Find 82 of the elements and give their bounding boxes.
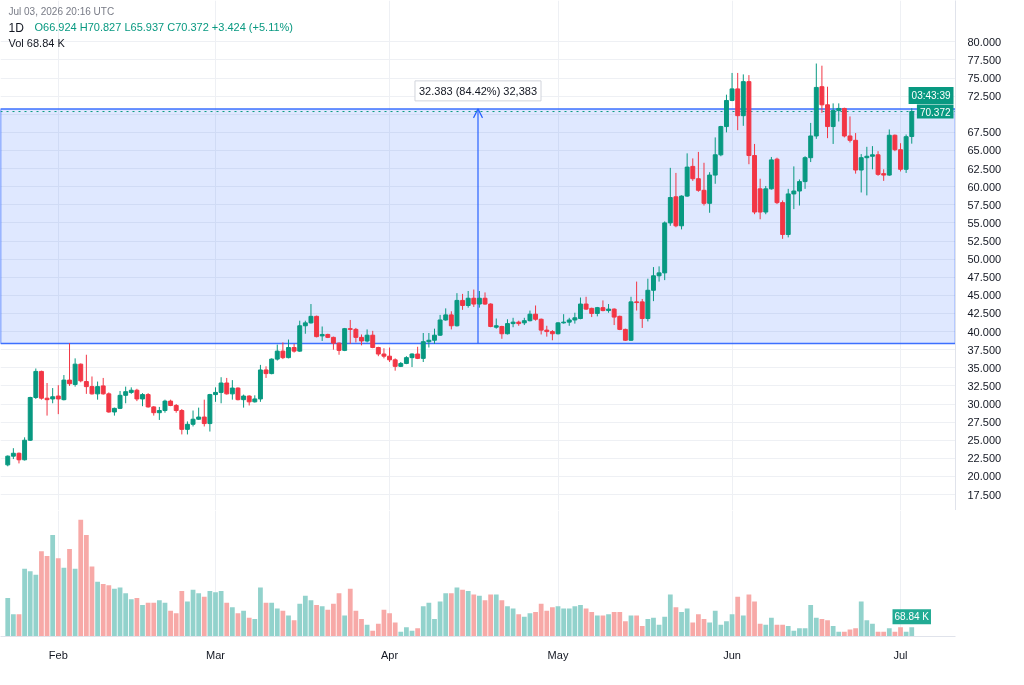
x-tick-label: Feb [48, 648, 68, 661]
bar [224, 602, 230, 637]
band-label: 32.383 (84.42%) 32,383 [418, 84, 538, 97]
y-tick-label: 80.000 [967, 35, 1002, 48]
bar [342, 615, 348, 637]
y-tick-label: 22.500 [967, 452, 1002, 465]
candlestick [263, 365, 269, 379]
annotation: Vol 68.84 K [8, 36, 66, 49]
y-tick-label: 35.000 [967, 361, 1002, 374]
candlestick [61, 374, 67, 401]
y-tick-label: 27.500 [967, 416, 1002, 429]
bar [471, 594, 477, 637]
x-tick-label: Mar [206, 648, 226, 661]
bar [140, 605, 145, 637]
bar [477, 595, 482, 637]
y-tick-label: 55.000 [967, 216, 1002, 229]
y-tick-label: 17.500 [967, 488, 1002, 501]
bar [314, 605, 319, 637]
y-tick-label: 42.500 [967, 307, 1002, 320]
candlestick [72, 357, 78, 388]
candlestick [229, 379, 235, 401]
bar [67, 549, 72, 637]
x-tick-label: Jun [723, 648, 741, 661]
bar [886, 628, 892, 637]
y-tick-label: 32.500 [967, 379, 1002, 392]
annotation: 68.84 K [894, 611, 930, 623]
candlestick [67, 342, 72, 387]
y-tick-label: 75.000 [967, 72, 1002, 85]
y-tick-label: 67.500 [967, 126, 1002, 139]
bar [246, 617, 252, 637]
bar [95, 581, 100, 637]
candlestick [55, 384, 61, 415]
bar [72, 568, 78, 637]
bar [415, 628, 421, 637]
y-tick-label: 60.000 [967, 180, 1002, 193]
y-tick-label: 62.500 [967, 162, 1002, 175]
y-tick-label: 65.000 [967, 144, 1002, 157]
ref-line-label: 70.372 [919, 106, 951, 118]
bar [460, 589, 465, 637]
annotation: 03:43:39 [911, 90, 951, 102]
bar [594, 615, 600, 637]
candlestick [201, 399, 207, 427]
x-tick-label: Jul [893, 648, 908, 661]
bar [55, 558, 61, 637]
candlestick [78, 362, 84, 383]
y-tick-label: 47.500 [967, 271, 1002, 284]
candlestick [600, 299, 606, 312]
annotation: Jul 03, 2026 20:16 UTC [8, 5, 115, 17]
y-tick-label: 30.000 [967, 398, 1002, 411]
candlestick [448, 310, 454, 330]
y-tick-label: 25.000 [967, 434, 1002, 447]
bar [493, 594, 499, 637]
bar [50, 535, 56, 637]
bar [735, 596, 741, 637]
x-tick-label: May [547, 648, 569, 661]
bar [499, 600, 505, 637]
y-tick-label: 72.500 [967, 90, 1002, 103]
y-tick-label: 40.000 [967, 325, 1002, 338]
bar [516, 614, 522, 637]
text: 1D [8, 20, 25, 35]
bar [229, 607, 235, 637]
bar [319, 606, 325, 637]
y-tick-label: 37.500 [967, 343, 1002, 356]
text: O66.924 H70.827 L65.937 C70.372 +3.424 (+5.11%) [34, 20, 293, 33]
x-tick-label: Apr [381, 648, 399, 661]
y-tick-label: 45.000 [967, 289, 1002, 302]
y-tick-label: 20.000 [967, 470, 1002, 483]
y-tick-label: 50.000 [967, 253, 1002, 266]
bar [465, 591, 471, 637]
bar [740, 615, 746, 637]
candlestick [280, 341, 286, 360]
y-tick-label: 77.500 [967, 53, 1002, 66]
y-tick-label: 57.500 [967, 198, 1002, 211]
candlestick [364, 328, 370, 343]
bar [241, 610, 246, 637]
bar [280, 610, 286, 637]
bar [448, 593, 454, 637]
y-tick-label: 52.500 [967, 235, 1002, 248]
bar [201, 596, 207, 637]
bar [286, 615, 291, 637]
candlestick [95, 381, 101, 401]
bar [606, 614, 611, 637]
